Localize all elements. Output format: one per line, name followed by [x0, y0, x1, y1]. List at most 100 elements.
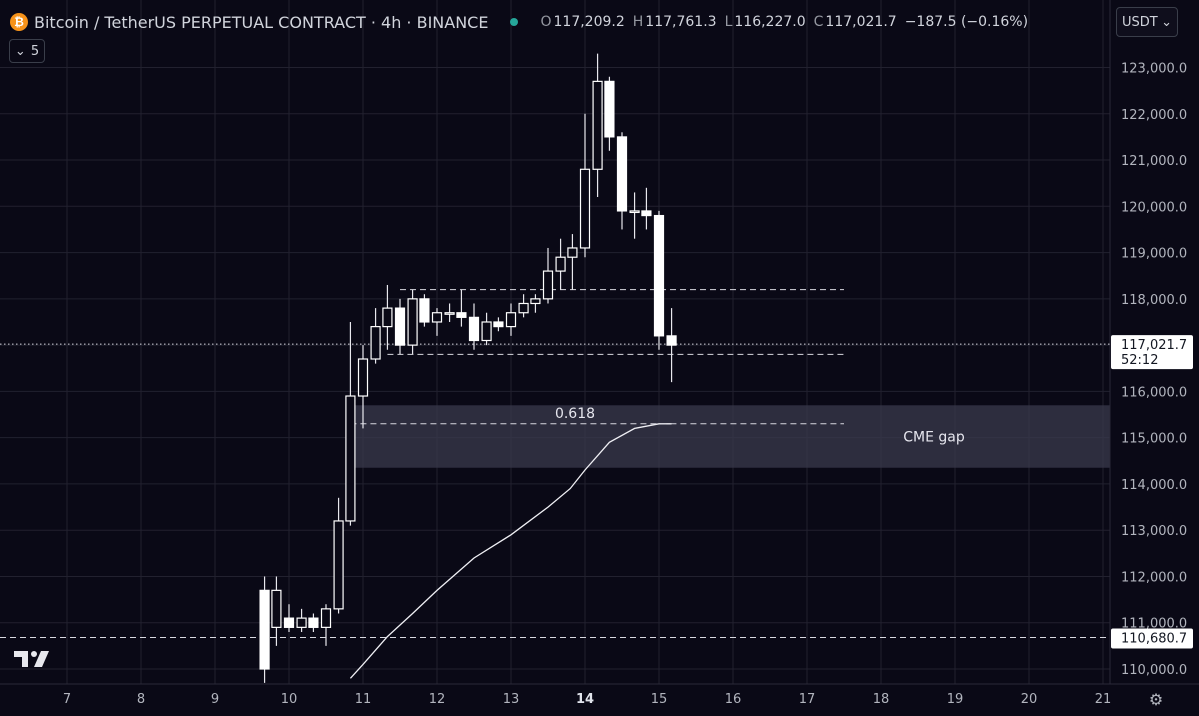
candle-body: [296, 617, 307, 628]
candle-body: [259, 589, 270, 670]
candle: [616, 132, 628, 230]
currency-selector[interactable]: USDT ⌄: [1116, 7, 1178, 37]
price-tick-label: 119,000.0: [1121, 247, 1187, 262]
ohlc-low: L 116,227.0: [724, 14, 806, 30]
candle: [641, 187, 652, 230]
candle-body: [604, 80, 615, 138]
ohlc-change: −187.5 (−0.16%): [904, 14, 1029, 30]
candle: [592, 53, 603, 198]
price-tick-label: 111,000.0: [1121, 617, 1187, 632]
candle-body: [283, 617, 295, 628]
market-status-icon: [510, 18, 519, 26]
candle-body: [518, 302, 529, 314]
candle-body: [382, 307, 393, 328]
candle-body: [481, 321, 492, 342]
time-tick-label: 20: [1021, 692, 1038, 707]
candle-body: [629, 210, 640, 214]
grid: [0, 0, 1110, 684]
indicator-count: 5: [30, 43, 40, 59]
candle: [444, 303, 455, 322]
candle-body: [653, 214, 665, 337]
time-tick-label: 10: [281, 692, 298, 707]
candle: [530, 294, 541, 313]
candle-body: [431, 312, 443, 323]
candle: [407, 289, 418, 355]
candle: [579, 113, 591, 258]
price-tick-label: 121,000.0: [1121, 154, 1187, 169]
candle-body: [345, 395, 356, 522]
candle-body: [456, 312, 467, 318]
price-tick-label: 110,000.0: [1121, 663, 1187, 678]
candle: [419, 294, 430, 327]
time-tick-label: 8: [137, 692, 145, 707]
candle: [283, 604, 295, 632]
candle: [481, 312, 492, 346]
countdown-label: 52:12: [1121, 353, 1158, 368]
candle-body: [641, 210, 652, 217]
candle: [345, 321, 356, 526]
candle-body: [468, 316, 480, 342]
candle-body: [616, 136, 628, 212]
price-tick-label: 120,000.0: [1121, 200, 1187, 215]
time-tick-label: 7: [63, 692, 71, 707]
candle-body: [592, 80, 603, 170]
candle: [555, 238, 566, 290]
candle-body: [419, 298, 430, 323]
time-tick-label: 21: [1095, 692, 1112, 707]
candle: [629, 192, 640, 239]
chevron-down-icon: ⌄: [14, 43, 26, 59]
chevron-down-icon: ⌄: [1161, 14, 1172, 30]
candle-body: [320, 608, 332, 628]
candle-body: [357, 358, 369, 397]
candle: [542, 247, 554, 304]
bitcoin-icon: ₿: [10, 13, 28, 31]
candle: [357, 345, 369, 429]
time-tick-label: 12: [429, 692, 446, 707]
candle-body: [542, 270, 554, 300]
price-tag: [1111, 335, 1193, 370]
price-tick-label: 112,000.0: [1121, 570, 1187, 585]
candle: [382, 284, 393, 350]
ohlc-values: O 117,209.2 H 117,761.3 L 116,227.0 C 117,02…: [540, 14, 1028, 30]
candle: [518, 294, 529, 318]
ohlc-open: O 117,209.2: [540, 14, 625, 30]
price-tag-label: 117,021.7: [1121, 338, 1187, 353]
cme-gap-zone: [354, 405, 1110, 468]
candle: [456, 289, 467, 327]
ohlc-close: C 117,021.7: [813, 14, 897, 30]
gear-icon[interactable]: ⚙: [1148, 689, 1164, 709]
candle-body: [505, 312, 517, 328]
candle-body: [333, 520, 344, 610]
candle: [493, 317, 504, 332]
candle: [271, 576, 282, 646]
time-tick-label: 9: [211, 692, 219, 707]
indicators-toggle-button[interactable]: ⌄ 5: [9, 39, 45, 63]
price-tick-label: 118,000.0: [1121, 293, 1187, 308]
candle: [468, 303, 480, 350]
tradingview-logo-icon[interactable]: [14, 649, 50, 669]
price-tag-label: 110,680.7: [1121, 632, 1187, 647]
candle-body: [579, 168, 591, 249]
fib-level-label: 0.618: [555, 406, 595, 422]
symbol-title[interactable]: Bitcoin / TetherUS PERPETUAL CONTRACT · …: [34, 12, 489, 32]
candle: [653, 210, 665, 350]
ohlc-high: H 117,761.3: [632, 14, 717, 30]
price-tag: [1111, 628, 1193, 649]
price-tick-label: 114,000.0: [1121, 478, 1187, 493]
time-tick-label: 13: [503, 692, 520, 707]
price-tick-label: 122,000.0: [1121, 108, 1187, 123]
candle-body: [271, 589, 282, 628]
candles: [259, 53, 677, 683]
candle-body: [394, 307, 406, 346]
time-tick-label: 16: [725, 692, 742, 707]
candle-body: [666, 335, 677, 346]
candle: [431, 308, 443, 336]
cme-gap-label: CME gap: [903, 430, 965, 446]
candle: [296, 608, 307, 632]
candle: [370, 308, 381, 364]
time-tick-label: 17: [799, 692, 816, 707]
candle: [320, 604, 332, 646]
candle-body: [493, 321, 504, 328]
candle-body: [555, 256, 566, 272]
